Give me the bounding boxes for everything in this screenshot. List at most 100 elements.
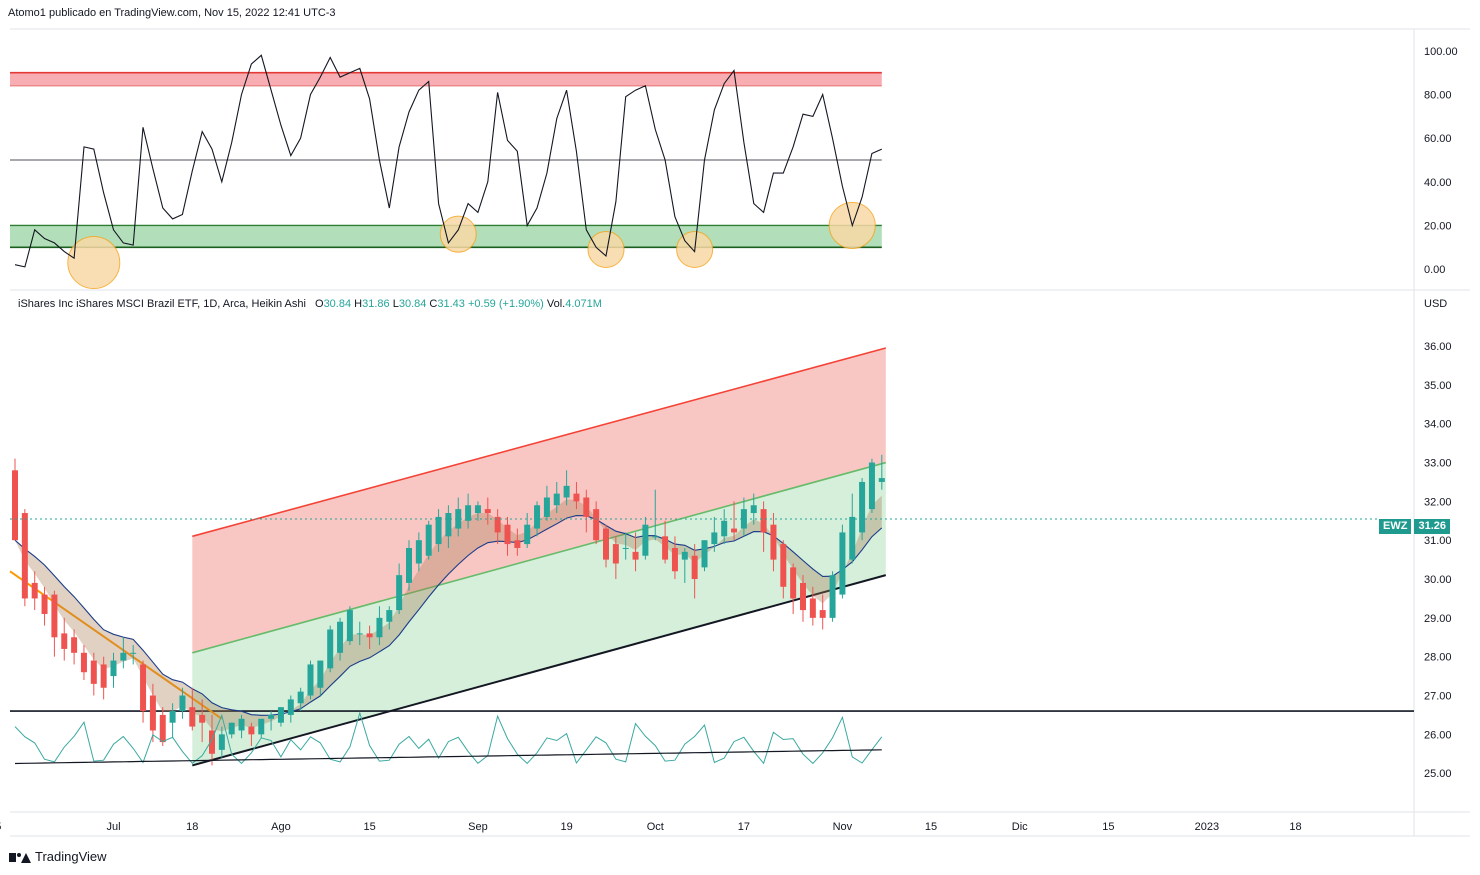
candle — [425, 520, 432, 560]
candle — [376, 606, 383, 646]
candle-body — [465, 505, 472, 521]
candle — [849, 493, 856, 564]
candle — [455, 497, 462, 537]
candle-body — [61, 633, 68, 649]
candle — [809, 586, 816, 626]
time-tick-label: 15 — [925, 821, 937, 833]
oscillator-tick-label: 100.00 — [1424, 46, 1458, 58]
candle-body — [445, 513, 452, 537]
candle — [760, 501, 767, 552]
oversold-highlight-circle — [587, 230, 625, 268]
candle — [868, 458, 875, 514]
candle — [366, 625, 373, 649]
price-tick-label: 29.00 — [1424, 613, 1452, 625]
candle-body — [701, 540, 708, 568]
time-tick-label: Dic — [1012, 821, 1028, 833]
moving-average-line — [14, 515, 883, 716]
candle — [721, 509, 728, 545]
candle — [100, 656, 107, 700]
candle — [612, 536, 619, 580]
candle — [878, 454, 885, 490]
channel-bottom-line — [192, 574, 887, 767]
last-price-badge: 31.26 — [1414, 519, 1450, 534]
price-tick-label: 27.00 — [1424, 691, 1452, 703]
overbought-band — [10, 72, 882, 86]
candle-body — [287, 699, 294, 715]
candle — [130, 645, 137, 665]
candle — [31, 571, 38, 611]
candle-body — [711, 532, 718, 545]
candle — [740, 497, 747, 537]
candle-body — [248, 726, 255, 735]
candle-body — [179, 695, 186, 712]
candle-body — [760, 509, 767, 533]
candle — [307, 660, 314, 700]
time-tick-label: 18 — [1289, 821, 1301, 833]
candle — [149, 683, 156, 743]
candle-body — [642, 524, 649, 556]
time-tick-label: Ago — [271, 821, 291, 833]
resistance-zone — [192, 348, 886, 653]
candle-body — [780, 544, 787, 587]
time-tick-label: Jul — [106, 821, 120, 833]
symbol-name: iShares Inc iShares MSCI Brazil ETF, 1D,… — [18, 298, 306, 310]
price-tick-label: 32.00 — [1424, 496, 1452, 508]
candle — [839, 524, 846, 599]
channel-top-line — [192, 347, 887, 538]
candle-body — [563, 485, 570, 498]
candle-body — [149, 695, 156, 731]
candle — [356, 621, 363, 646]
price-tick-label: 25.00 — [1424, 768, 1452, 780]
candle — [504, 516, 511, 556]
candle-body — [366, 633, 373, 638]
candle-body — [189, 707, 196, 727]
candle — [829, 571, 836, 622]
candle — [711, 516, 718, 552]
candle — [218, 726, 225, 758]
candle-body — [878, 478, 885, 482]
candle-body — [396, 575, 403, 611]
oversold-highlight-circle — [439, 215, 477, 253]
candle-body — [721, 520, 728, 537]
candle-body — [553, 493, 560, 506]
candle — [268, 711, 275, 731]
tradingview-brand: TradingView — [35, 849, 107, 864]
candle-body — [514, 540, 521, 548]
candle — [514, 528, 521, 556]
candle — [297, 687, 304, 712]
channel-mid-line — [192, 461, 887, 654]
oscillator-line — [14, 54, 883, 268]
tradingview-logo-icon — [9, 851, 31, 863]
candle-body — [593, 509, 600, 541]
candle — [662, 520, 669, 564]
candle — [445, 505, 452, 548]
candle-body — [12, 470, 18, 541]
candle — [563, 470, 570, 506]
candle-body — [120, 652, 127, 661]
candle — [534, 501, 541, 537]
candle-body — [681, 551, 688, 560]
candle-body — [41, 594, 48, 614]
price-tick-label: 34.00 — [1424, 419, 1452, 431]
candle-body — [868, 462, 875, 510]
candle — [386, 606, 393, 630]
candle — [632, 532, 639, 572]
candle — [317, 660, 324, 696]
candle-body — [790, 567, 797, 599]
candle-body — [218, 734, 225, 750]
candle-body — [71, 637, 78, 653]
tradingview-footer[interactable]: TradingView — [9, 849, 107, 864]
price-tick-label: 33.00 — [1424, 458, 1452, 470]
candle — [199, 699, 206, 743]
time-tick-label: 2023 — [1195, 821, 1219, 833]
candle-body — [406, 547, 412, 583]
candle-body — [859, 481, 866, 533]
candle-body — [809, 598, 816, 618]
candle-body — [671, 547, 678, 572]
oscillator-tick-label: 40.00 — [1424, 177, 1452, 189]
candle-body — [819, 610, 826, 618]
candle — [731, 501, 738, 541]
candle — [681, 547, 688, 583]
oscillator-tick-label: 20.00 — [1424, 220, 1452, 232]
